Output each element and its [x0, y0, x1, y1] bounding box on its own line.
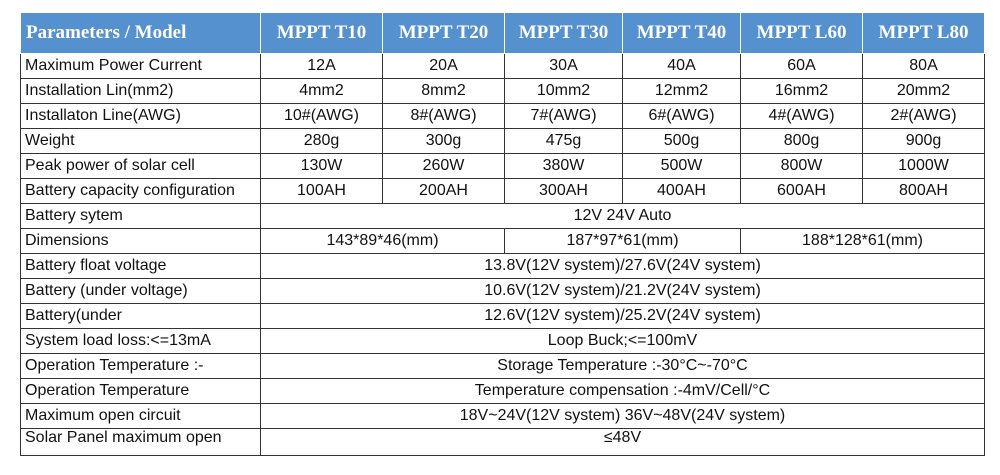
- row-label: Battery float voltage: [20, 253, 261, 279]
- header-parameters: Parameters / Model: [20, 12, 261, 54]
- cell-value: 10mm2: [504, 78, 623, 104]
- table-row: Solar Panel maximum open ≤48V: [20, 428, 985, 456]
- header-model: MPPT T30: [504, 12, 623, 54]
- table-row: Battery (under voltage) 10.6V(12V system…: [20, 278, 985, 304]
- table-row: Dimensions 143*89*46(mm) 187*97*61(mm) 1…: [20, 228, 985, 254]
- cell-value: 10.6V(12V system)/21.2V(24V system): [260, 278, 985, 304]
- cell-value: 12V 24V Auto: [260, 203, 985, 229]
- row-label: Battery (under voltage): [20, 278, 261, 304]
- cell-value: 188*128*61(mm): [740, 228, 985, 254]
- cell-value: 30A: [504, 53, 623, 79]
- cell-value: 20A: [382, 53, 505, 79]
- row-label: Weight: [20, 128, 261, 154]
- cell-value: 13.8V(12V system)/27.6V(24V system): [260, 253, 985, 279]
- cell-value: 900g: [862, 128, 985, 154]
- row-label: Battery sytem: [20, 203, 261, 229]
- row-label: Battery(under: [20, 303, 261, 329]
- row-label: Maximum Power Current: [20, 53, 261, 79]
- table-row: Battery(under 12.6V(12V system)/25.2V(24…: [20, 303, 985, 329]
- cell-value: 20mm2: [862, 78, 985, 104]
- table-row: Maximum Power Current 12A 20A 30A 40A 60…: [20, 53, 985, 79]
- cell-value: Storage Temperature :-30°C~-70°C: [260, 353, 985, 379]
- row-label: Operation Temperature: [20, 378, 261, 404]
- table-row: Operation Temperature Temperature compen…: [20, 378, 985, 404]
- cell-value: 7#(AWG): [504, 103, 623, 129]
- cell-value: 500g: [622, 128, 741, 154]
- cell-value: 280g: [260, 128, 383, 154]
- table-row: Installaton Line(AWG) 10#(AWG) 8#(AWG) 7…: [20, 103, 985, 129]
- row-label: Peak power of solar cell: [20, 153, 261, 179]
- cell-value: 300AH: [504, 178, 623, 204]
- table-row: Weight 280g 300g 475g 500g 800g 900g: [20, 128, 985, 154]
- row-label: Solar Panel maximum open: [20, 428, 261, 456]
- row-label: Battery capacity configuration: [20, 178, 261, 204]
- header-model: MPPT T10: [260, 12, 383, 54]
- cell-value: 187*97*61(mm): [504, 228, 741, 254]
- cell-value: 4mm2: [260, 78, 383, 104]
- cell-value: 1000W: [862, 153, 985, 179]
- header-model: MPPT T40: [622, 12, 741, 54]
- table-row: System load loss:<=13mA Loop Buck;<=100m…: [20, 328, 985, 354]
- table-row: Installation Lin(mm2) 4mm2 8mm2 10mm2 12…: [20, 78, 985, 104]
- cell-value: 40A: [622, 53, 741, 79]
- table-row: Peak power of solar cell 130W 260W 380W …: [20, 153, 985, 179]
- cell-value: 100AH: [260, 178, 383, 204]
- cell-value: 8#(AWG): [382, 103, 505, 129]
- table-row: Battery capacity configuration 100AH 200…: [20, 178, 985, 204]
- row-label: Maximum open circuit: [20, 403, 261, 429]
- cell-value: 260W: [382, 153, 505, 179]
- cell-value: 500W: [622, 153, 741, 179]
- table-row: Maximum open circuit 18V~24V(12V system)…: [20, 403, 985, 429]
- cell-value: Loop Buck;<=100mV: [260, 328, 985, 354]
- spec-table: Parameters / Model MPPT T10 MPPT T20 MPP…: [20, 12, 985, 456]
- table-row: Battery sytem 12V 24V Auto: [20, 203, 985, 229]
- cell-value: 800g: [740, 128, 863, 154]
- cell-value: 4#(AWG): [740, 103, 863, 129]
- cell-value: 60A: [740, 53, 863, 79]
- table-row: Battery float voltage 13.8V(12V system)/…: [20, 253, 985, 279]
- cell-value: 16mm2: [740, 78, 863, 104]
- row-label: Installaton Line(AWG): [20, 103, 261, 129]
- header-model: MPPT T20: [382, 12, 505, 54]
- spec-table-container: Parameters / Model MPPT T10 MPPT T20 MPP…: [20, 12, 985, 456]
- cell-value: 600AH: [740, 178, 863, 204]
- table-row: Operation Temperature :- Storage Tempera…: [20, 353, 985, 379]
- cell-value: 2#(AWG): [862, 103, 985, 129]
- row-label: Installation Lin(mm2): [20, 78, 261, 104]
- cell-value: 130W: [260, 153, 383, 179]
- cell-value: 12mm2: [622, 78, 741, 104]
- cell-value: 143*89*46(mm): [260, 228, 505, 254]
- row-label: System load loss:<=13mA: [20, 328, 261, 354]
- cell-value: 6#(AWG): [622, 103, 741, 129]
- header-row: Parameters / Model MPPT T10 MPPT T20 MPP…: [20, 12, 985, 54]
- cell-value: 18V~24V(12V system) 36V~48V(24V system): [260, 403, 985, 429]
- cell-value: 200AH: [382, 178, 505, 204]
- cell-value: 80A: [862, 53, 985, 79]
- cell-value: 12.6V(12V system)/25.2V(24V system): [260, 303, 985, 329]
- cell-value: 800W: [740, 153, 863, 179]
- cell-value: ≤48V: [260, 428, 985, 456]
- row-label: Operation Temperature :-: [20, 353, 261, 379]
- cell-value: 400AH: [622, 178, 741, 204]
- cell-value: Temperature compensation :-4mV/Cell/°C: [260, 378, 985, 404]
- cell-value: 12A: [260, 53, 383, 79]
- cell-value: 380W: [504, 153, 623, 179]
- header-model: MPPT L60: [740, 12, 863, 54]
- cell-value: 800AH: [862, 178, 985, 204]
- cell-value: 475g: [504, 128, 623, 154]
- cell-value: 300g: [382, 128, 505, 154]
- header-model: MPPT L80: [862, 12, 985, 54]
- cell-value: 8mm2: [382, 78, 505, 104]
- cell-value: 10#(AWG): [260, 103, 383, 129]
- row-label: Dimensions: [20, 228, 261, 254]
